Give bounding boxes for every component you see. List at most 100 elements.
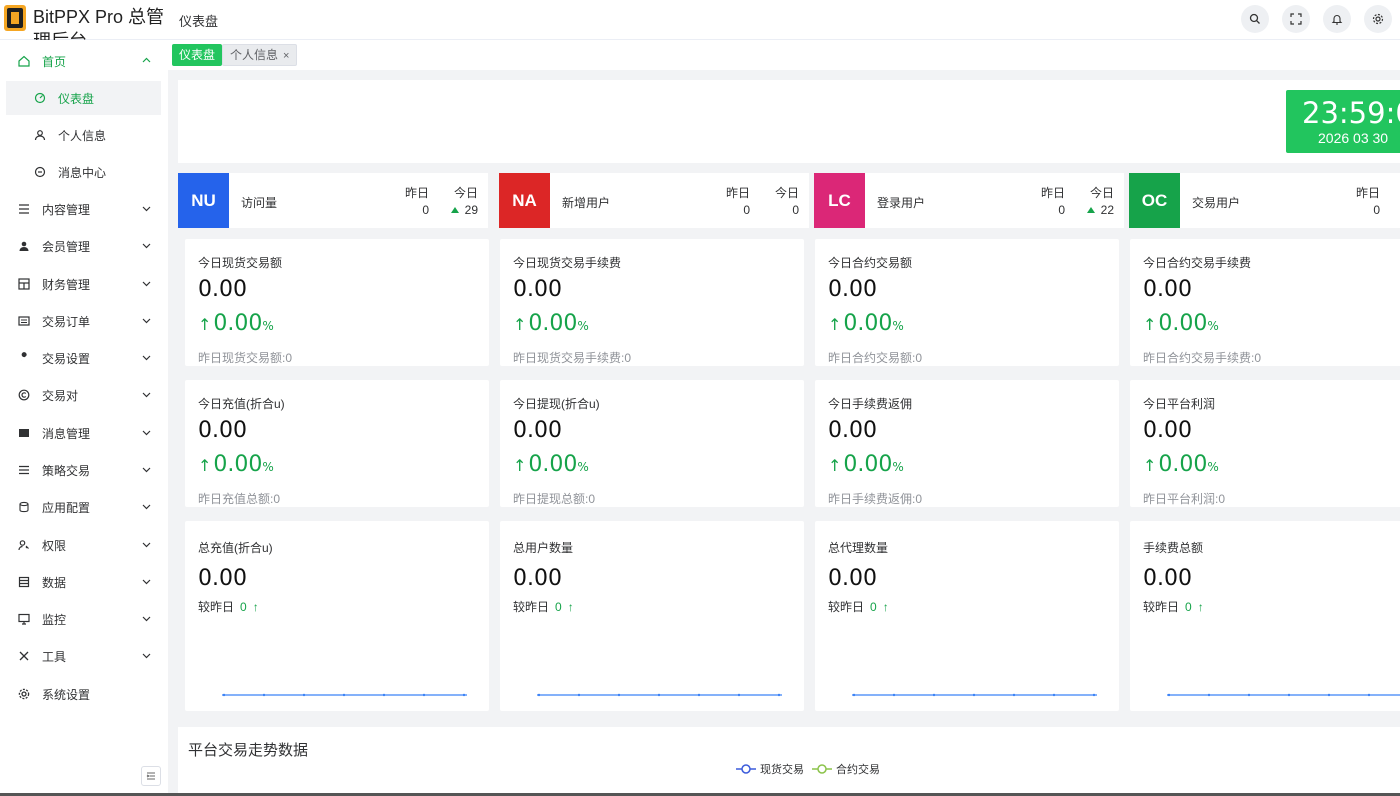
legend-contract[interactable]: 合约交易 <box>812 761 880 777</box>
metric-previous: 昨日现货交易手续费:0 <box>513 351 632 365</box>
clock-time: 23:59:05 <box>1302 96 1400 130</box>
sidebar-item-5[interactable]: 会员管理 <box>6 229 161 263</box>
sidebar-item-label: 权限 <box>42 538 67 553</box>
stat-label: 登录用户 <box>877 196 926 210</box>
spark-point <box>657 693 661 697</box>
spark-point <box>697 693 701 697</box>
total-compare: 较昨日 0 ↑ <box>513 600 574 614</box>
member-icon <box>19 241 29 251</box>
trend-chart-panel: 平台交易走势数据 现货交易 合约交易 <box>178 727 1400 796</box>
spark-point <box>972 693 976 697</box>
tab-dashboard[interactable]: 仪表盘 <box>172 44 223 66</box>
metric-percent: ↑0.00% <box>198 452 274 477</box>
arrow-up-icon: ↑ <box>252 600 259 614</box>
sidebar-item-13[interactable]: 权限 <box>6 528 161 562</box>
wrench-icon <box>20 352 27 362</box>
trend-title: 平台交易走势数据 <box>188 742 309 759</box>
metric-previous: 昨日合约交易额:0 <box>828 351 923 365</box>
metric-value: 0.00 <box>198 277 247 302</box>
stat-card: OC 交易用户 昨日 0 <box>1129 173 1400 228</box>
metric-percent: ↑0.00% <box>1143 452 1219 477</box>
sidebar-item-label: 数据 <box>42 575 67 590</box>
chevron-down-icon <box>142 579 151 585</box>
chevron-down-icon <box>142 318 151 324</box>
home-icon <box>18 55 30 67</box>
stat-yesterday: 昨日 0 <box>404 186 429 217</box>
metric-card: 今日现货交易额 0.00 ↑0.00% 昨日现货交易额:0 <box>185 239 489 366</box>
chevron-down-icon <box>142 392 151 398</box>
legend-spot[interactable]: 现货交易 <box>736 761 804 777</box>
fullscreen-button[interactable] <box>1282 5 1310 33</box>
stat-badge: NU <box>178 173 229 228</box>
metric-title: 今日充值(折合u) <box>198 397 285 411</box>
sidebar-item-11[interactable]: 策略交易 <box>6 453 161 487</box>
sidebar-item-3[interactable]: 消息中心 <box>6 155 161 189</box>
sparkline-chart <box>537 693 782 697</box>
stat-yesterday: 昨日 0 <box>1355 186 1380 217</box>
metric-percent: ↑0.00% <box>513 452 589 477</box>
fullscreen-icon <box>1290 13 1302 25</box>
sidebar-item-10[interactable]: 消息管理 <box>6 416 161 450</box>
sidebar-item-9[interactable]: 交易对 <box>6 378 161 412</box>
sidebar-item-0[interactable]: 首页 <box>6 44 161 78</box>
sidebar-item-17[interactable]: 系统设置 <box>6 677 161 711</box>
bottom-scrollbar[interactable] <box>0 793 1400 796</box>
total-card: 总用户数量 0.00 较昨日 0 ↑ <box>500 521 804 711</box>
sidebar-item-label: 交易设置 <box>42 351 91 366</box>
sparkline-chart <box>1167 693 1400 697</box>
sidebar-item-label: 消息管理 <box>42 426 91 441</box>
chevron-down-icon <box>142 355 151 361</box>
sidebar-item-1[interactable]: 仪表盘 <box>6 81 161 115</box>
sidebar-item-7[interactable]: 交易订单 <box>6 304 161 338</box>
stat-today: 今日 29 <box>450 185 478 219</box>
tab-profile[interactable]: 个人信息 × <box>222 44 298 66</box>
total-title: 手续费总额 <box>1143 541 1204 555</box>
metric-previous: 昨日手续费返佣:0 <box>828 492 923 506</box>
collapse-sidebar-button[interactable] <box>141 766 161 786</box>
spark-point <box>892 693 896 697</box>
sidebar-item-2[interactable]: 个人信息 <box>6 118 161 152</box>
search-button[interactable] <box>1241 5 1269 33</box>
metric-percent: ↑0.00% <box>1143 311 1219 336</box>
sidebar-item-14[interactable]: 数据 <box>6 565 161 599</box>
metric-previous: 昨日现货交易额:0 <box>198 351 293 365</box>
metric-previous: 昨日平台利润:0 <box>1143 492 1226 506</box>
metric-title: 今日合约交易手续费 <box>1143 256 1252 270</box>
stat-yesterday: 昨日 0 <box>1040 186 1065 217</box>
bell-icon <box>1331 15 1343 25</box>
metric-previous: 昨日合约交易手续费:0 <box>1143 351 1262 365</box>
total-card: 总代理数量 0.00 较昨日 0 ↑ <box>815 521 1119 711</box>
spark-point <box>852 693 856 697</box>
arrow-up-icon: ↑ <box>198 456 212 475</box>
spark-point <box>222 693 226 697</box>
notification-button[interactable] <box>1323 5 1351 33</box>
stat-today: 今日 0 <box>774 186 799 217</box>
metric-card: 今日合约交易额 0.00 ↑0.00% 昨日合约交易额:0 <box>815 239 1119 366</box>
sidebar-item-4[interactable]: 内容管理 <box>6 192 161 226</box>
sidebar-item-16[interactable]: 工具 <box>6 639 161 673</box>
close-icon[interactable]: × <box>283 50 290 62</box>
sidebar-item-6[interactable]: 财务管理 <box>6 267 161 301</box>
up-triangle-icon <box>450 207 459 213</box>
metric-value: 0.00 <box>828 418 877 443</box>
stat-label: 交易用户 <box>1192 196 1241 210</box>
sidebar-item-15[interactable]: 监控 <box>6 602 161 636</box>
sidebar: 首页仪表盘 个人信息 消息中心 内容管理 会员管理财务管理 交易订单交易设置交易对消息管理… <box>0 40 168 796</box>
stat-label: 访问量 <box>241 196 278 210</box>
sidebar-item-label: 首页 <box>42 54 67 69</box>
chevron-down-icon <box>142 653 151 659</box>
metric-previous: 昨日提现总额:0 <box>513 492 596 506</box>
metric-card: 今日合约交易手续费 0.00 ↑0.00% 昨日合约交易手续费:0 <box>1130 239 1400 366</box>
chevron-down-icon <box>142 542 151 548</box>
metric-percent: ↑0.00% <box>828 452 904 477</box>
sidebar-item-8[interactable]: 交易设置 <box>6 341 161 375</box>
chevron-up-icon <box>142 57 151 63</box>
metric-title: 今日现货交易额 <box>198 256 283 270</box>
tools-icon <box>19 651 29 661</box>
sidebar-item-12[interactable]: 应用配置 <box>6 490 161 524</box>
settings-button[interactable] <box>1364 5 1392 33</box>
metric-value: 0.00 <box>828 277 877 302</box>
total-title: 总充值(折合u) <box>198 541 273 555</box>
metric-title: 今日现货交易手续费 <box>513 256 622 270</box>
metric-value: 0.00 <box>1143 277 1192 302</box>
